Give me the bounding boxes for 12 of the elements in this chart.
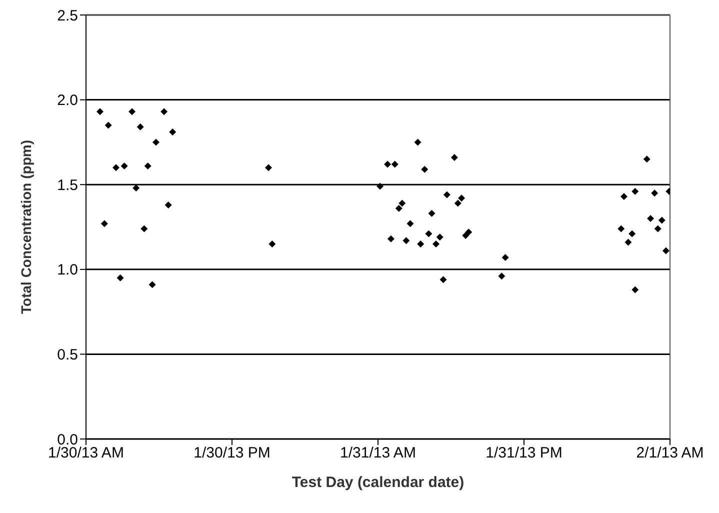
x-axis-title: Test Day (calendar date)	[292, 474, 464, 491]
y-tick-label: 1.0	[57, 262, 78, 279]
x-tick-label: 1/31/13 PM	[486, 444, 562, 462]
y-axis-title: Total Concentration (ppm)	[18, 140, 34, 314]
x-tick-label: 1/31/13 AM	[340, 444, 416, 462]
y-tick-label: 1.5	[57, 176, 78, 194]
y-tick-label: 2.5	[57, 7, 78, 24]
x-tick-label: 1/30/13 AM	[48, 444, 124, 462]
y-tick-label: 2.0	[57, 92, 78, 110]
x-tick-label: 2/1/13 AM	[636, 444, 704, 462]
x-tick-label: 1/30/13 PM	[194, 444, 270, 462]
y-tick-label: 0.5	[57, 346, 78, 364]
